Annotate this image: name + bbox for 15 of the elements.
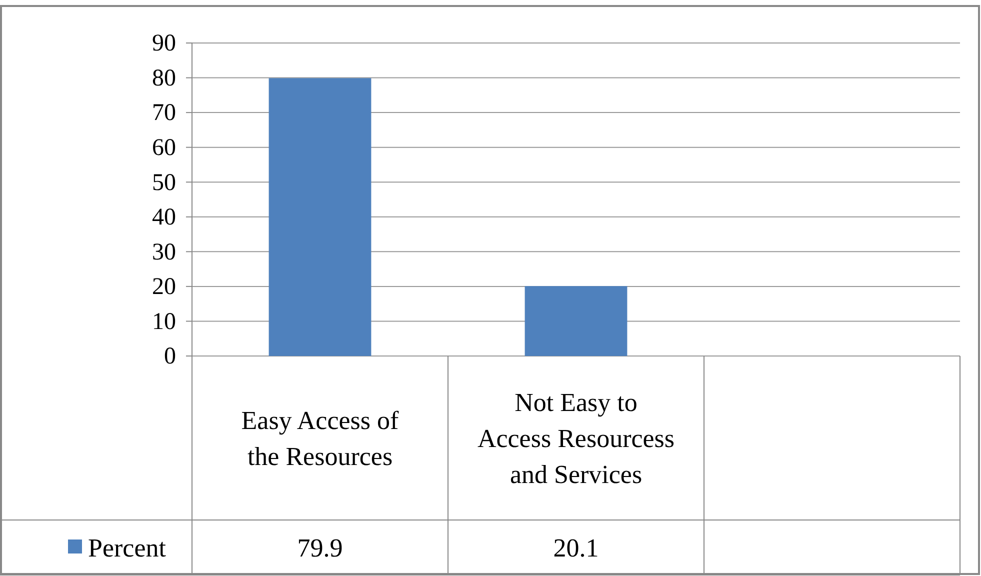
y-tick-label: 40 xyxy=(152,204,176,231)
y-tick-label: 0 xyxy=(164,344,176,370)
x-tick-label: Not Easy to Access Resourcess and Services xyxy=(477,388,675,489)
y-tick-label: 80 xyxy=(152,65,176,92)
y-tick-label: 90 xyxy=(152,30,176,57)
data-label: 20.1 xyxy=(553,534,599,562)
x-tick-label: Easy Access of the Resources xyxy=(241,406,400,471)
y-tick-label: 20 xyxy=(152,274,176,300)
y-tick-label: 10 xyxy=(152,308,176,335)
y-tick-label: 50 xyxy=(152,170,176,196)
legend-label: Percent xyxy=(88,534,167,562)
y-tick-label: 60 xyxy=(152,135,176,162)
y-tick-label: 30 xyxy=(152,239,176,266)
y-tick-label: 70 xyxy=(152,100,176,126)
data-label: 79.9 xyxy=(297,534,343,562)
